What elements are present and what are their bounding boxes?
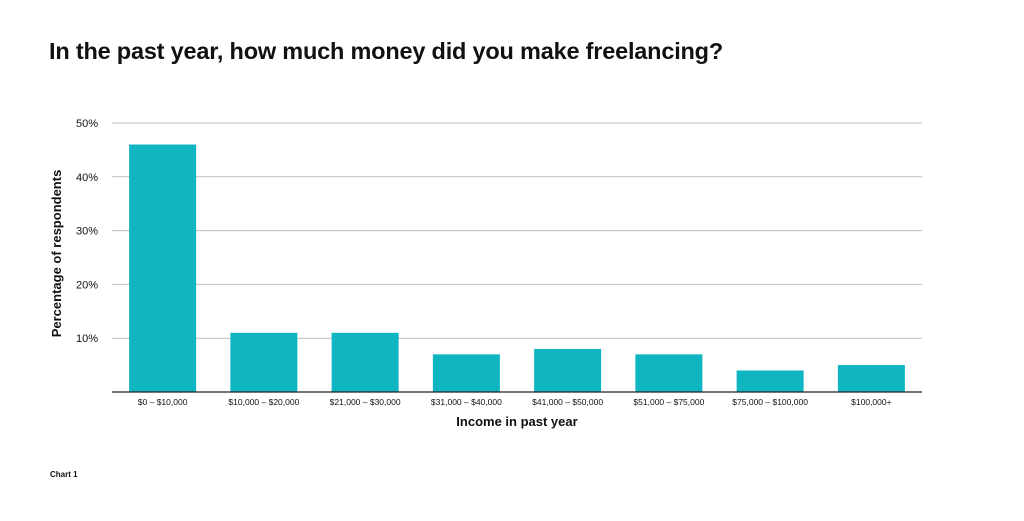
bar (837, 365, 905, 392)
bar (534, 348, 602, 392)
x-tick-label: $31,000 – $40,000 (431, 397, 502, 407)
x-tick-label: $100,000+ (851, 397, 891, 407)
x-tick-label: $21,000 – $30,000 (330, 397, 401, 407)
y-tick-label: 50% (76, 118, 98, 130)
bar (129, 144, 197, 392)
bar (230, 332, 298, 392)
bar (736, 370, 804, 392)
x-tick-label: $51,000 – $75,000 (633, 397, 704, 407)
x-tick-label: $75,000 – $100,000 (732, 397, 808, 407)
x-tick-label: $10,000 – $20,000 (228, 397, 299, 407)
bar (331, 332, 399, 392)
y-tick-label: 20% (76, 279, 98, 291)
bar (635, 354, 703, 392)
y-axis-label: Percentage of respondents (49, 170, 64, 338)
y-axis-ticks: 10% 20% 30% 40% 50% (76, 118, 98, 345)
bar (432, 354, 500, 392)
x-axis-ticks: $0 – $10,000 $10,000 – $20,000 $21,000 – $… (138, 397, 892, 407)
y-tick-label: 30% (76, 226, 98, 238)
gridlines (112, 122, 922, 339)
y-tick-label: 10% (76, 333, 98, 345)
x-tick-label: $0 – $10,000 (138, 397, 188, 407)
x-axis-label: Income in past year (456, 414, 577, 429)
chart-title: In the past year, how much money did you… (49, 38, 723, 64)
y-tick-label: 40% (76, 172, 98, 184)
x-tick-label: $41,000 – $50,000 (532, 397, 603, 407)
bars (129, 144, 905, 392)
chart-footnote: Chart 1 (50, 470, 78, 479)
